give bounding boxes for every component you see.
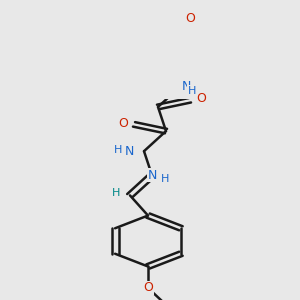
Text: N: N (182, 80, 191, 93)
Text: H: H (188, 86, 196, 96)
Text: N: N (124, 145, 134, 158)
Text: H: H (161, 174, 169, 184)
Text: H: H (114, 145, 122, 155)
Text: O: O (143, 281, 153, 294)
Text: H: H (112, 188, 120, 198)
Text: O: O (185, 12, 195, 25)
Text: O: O (196, 92, 206, 105)
Text: O: O (118, 116, 128, 130)
Text: N: N (147, 169, 157, 182)
